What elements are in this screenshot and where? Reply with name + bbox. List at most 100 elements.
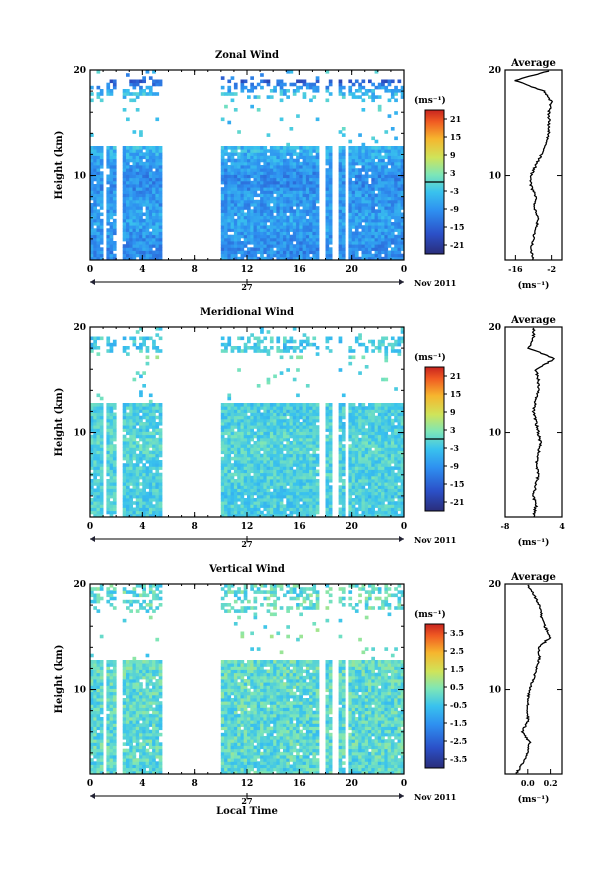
- heatmap-cell: [312, 415, 317, 420]
- heatmap-cell: [348, 247, 353, 251]
- heatmap-cell: [93, 161, 97, 166]
- heatmap-cell: [233, 206, 238, 210]
- heatmap-cell: [155, 428, 160, 432]
- heatmap-cell: [381, 165, 385, 169]
- heatmap-cell: [227, 456, 232, 461]
- heatmap-cell: [341, 199, 346, 204]
- heatmap-cell: [93, 206, 97, 210]
- heatmap-cell: [99, 199, 104, 204]
- heatmap-cell: [348, 412, 353, 417]
- heatmap-cell: [309, 437, 313, 442]
- heatmap-cell: [338, 494, 343, 499]
- heatmap-cell: [276, 437, 281, 442]
- heatmap-cell: [374, 177, 379, 182]
- heatmap-cell: [309, 256, 313, 261]
- heatmap-cell: [250, 450, 254, 455]
- heatmap-cell: [240, 504, 245, 508]
- heatmap-cell: [305, 494, 310, 499]
- heatmap-cell: [325, 504, 330, 508]
- heatmap-cell: [283, 504, 287, 508]
- heatmap-cell: [348, 425, 353, 429]
- heatmap-cell: [256, 384, 261, 388]
- heatmap-cell: [302, 247, 307, 251]
- heatmap-cell: [309, 190, 313, 194]
- heatmap-cell: [152, 406, 156, 410]
- heatmap-cell: [358, 95, 362, 99]
- heatmap-cell: [338, 507, 343, 512]
- heatmap-cell: [273, 504, 277, 508]
- heatmap-cell: [361, 428, 366, 432]
- heatmap-cell: [256, 215, 261, 220]
- heatmap-cell: [135, 212, 140, 217]
- heatmap-cell: [368, 89, 372, 93]
- heatmap-cell: [227, 146, 232, 150]
- heatmap-cell: [148, 158, 153, 163]
- heatmap-cell: [135, 234, 140, 239]
- heatmap-cell: [283, 92, 287, 96]
- heatmap-cell: [106, 187, 111, 191]
- heatmap-cell: [361, 250, 366, 255]
- heatmap-cell: [126, 488, 130, 493]
- heatmap-cell: [305, 161, 310, 166]
- heatmap-cell: [93, 510, 97, 515]
- heatmap-cell: [348, 215, 353, 220]
- heatmap-cell: [354, 234, 359, 239]
- heatmap-cell: [109, 168, 114, 172]
- heatmap-cell: [112, 256, 117, 261]
- heatmap-cell: [289, 460, 294, 464]
- heatmap-cell: [299, 174, 303, 179]
- heatmap-cell: [273, 463, 277, 467]
- heatmap-cell: [361, 184, 366, 188]
- heatmap-cell: [99, 212, 104, 217]
- heatmap-cell: [230, 409, 235, 413]
- heatmap-cell: [286, 168, 290, 172]
- heatmap-cell: [99, 456, 104, 461]
- heatmap-cell: [96, 460, 101, 464]
- heatmap-cell: [315, 406, 320, 410]
- heatmap-cell: [243, 434, 248, 439]
- heatmap-cell: [341, 488, 346, 493]
- heatmap-cell: [296, 513, 300, 518]
- heatmap-cell: [126, 215, 130, 220]
- heatmap-cell: [227, 174, 232, 179]
- heatmap-cell: [273, 209, 277, 213]
- heatmap-cell: [152, 180, 156, 185]
- heatmap-cell: [354, 466, 359, 470]
- heatmap-cell: [364, 152, 369, 156]
- heatmap-cell: [99, 225, 104, 229]
- heatmap-cell: [220, 228, 225, 232]
- heatmap-cell: [122, 146, 127, 150]
- heatmap-cell: [289, 127, 294, 131]
- heatmap-cell: [276, 409, 281, 413]
- heatmap-cell: [325, 168, 330, 172]
- heatmap-cell: [325, 513, 330, 518]
- heatmap-cell: [129, 447, 133, 451]
- heatmap-cell: [152, 441, 156, 445]
- heatmap-cell: [135, 247, 140, 251]
- heatmap-cell: [93, 456, 97, 461]
- heatmap-cell: [142, 482, 146, 486]
- heatmap-cell: [305, 177, 310, 182]
- heatmap-cell: [374, 247, 379, 251]
- heatmap-cell: [122, 428, 127, 432]
- heatmap-cell: [224, 485, 228, 489]
- heatmap-cell: [266, 165, 271, 169]
- heatmap-cell: [279, 244, 284, 248]
- heatmap-cell: [354, 485, 359, 489]
- heatmap-cell: [220, 203, 225, 207]
- heatmap-cell: [286, 498, 290, 502]
- heatmap-cell: [286, 475, 290, 480]
- heatmap-cell: [374, 196, 379, 201]
- heatmap-cell: [250, 415, 254, 420]
- heatmap-cell: [142, 199, 146, 204]
- heatmap-cell: [263, 409, 268, 413]
- heatmap-cell: [364, 241, 369, 245]
- heatmap-cell: [243, 406, 248, 410]
- heatmap-cell: [348, 485, 353, 489]
- heatmap-cell: [276, 434, 281, 439]
- heatmap-cell: [122, 92, 127, 96]
- heatmap-cell: [250, 152, 254, 156]
- heatmap-cell: [361, 498, 366, 502]
- heatmap-cell: [341, 187, 346, 191]
- heatmap-cell: [374, 256, 379, 261]
